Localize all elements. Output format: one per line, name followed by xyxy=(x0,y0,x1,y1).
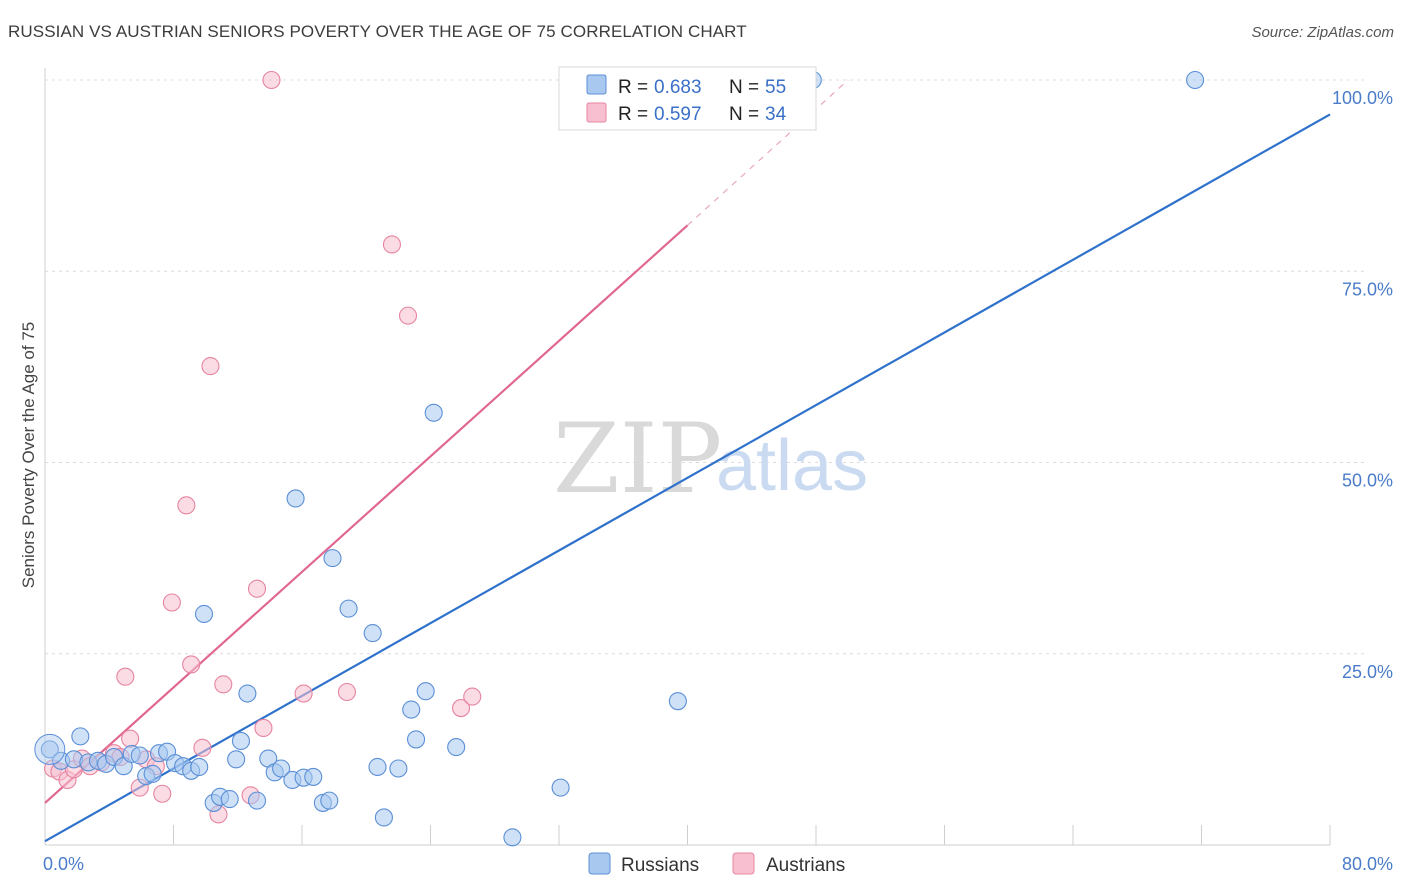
austrians-point xyxy=(201,357,220,376)
russians-point xyxy=(374,808,393,827)
russians-point xyxy=(389,759,408,778)
austrians-point xyxy=(182,655,201,674)
austrians-point xyxy=(451,699,471,718)
russians-point xyxy=(272,759,291,778)
legend-n-label-russians: N = xyxy=(729,77,759,98)
austrians-trend-extension xyxy=(687,79,849,226)
bottom-legend-swatch-austrians xyxy=(732,852,755,875)
legend-box: R = 0.683 N = 55 R = 0.597 N = 34 xyxy=(558,66,817,131)
gridlines xyxy=(45,79,1366,655)
tick-labels: 25.0% 50.0% 75.0% 100.0% 0.0% 80.0% xyxy=(43,88,1393,874)
source-label: Source: ZipAtlas.com xyxy=(1251,24,1394,41)
russians-point xyxy=(286,489,305,508)
legend-r-label-russians: R = xyxy=(618,77,648,98)
bottom-legend-label-austrians: Austrians xyxy=(766,855,845,876)
russians-point xyxy=(402,700,421,719)
russians-point xyxy=(71,727,90,746)
russians-point xyxy=(231,731,251,751)
russians-point xyxy=(406,730,426,749)
austrians-point xyxy=(177,496,196,515)
legend-r-value-russians: 0.683 xyxy=(654,77,702,98)
y-tick-label: 75.0% xyxy=(1342,279,1393,299)
russians-point xyxy=(220,790,239,809)
chart-title: RUSSIAN VS AUSTRIAN SENIORS POVERTY OVER… xyxy=(8,22,747,41)
austrians-point xyxy=(382,235,402,254)
austrians-point xyxy=(247,579,267,598)
bottom-legend: Russians Austrians xyxy=(588,852,845,876)
legend-n-value-austrians: 34 xyxy=(765,104,787,125)
legend-r-value-austrians: 0.597 xyxy=(654,104,702,125)
legend-n-value-russians: 55 xyxy=(765,77,786,98)
russians-point xyxy=(323,549,342,568)
russians-point xyxy=(447,738,466,757)
bottom-legend-label-russians: Russians xyxy=(621,855,699,876)
legend-swatch-austrians xyxy=(586,102,607,123)
x-tick-label-min: 0.0% xyxy=(43,854,84,874)
watermark-zip: ZIP xyxy=(553,403,722,515)
russians-point xyxy=(416,682,435,701)
austrians-point xyxy=(214,675,233,694)
russians-point xyxy=(1186,70,1205,90)
russians-point xyxy=(143,764,162,783)
austrians-point xyxy=(193,738,212,757)
austrians-trend-line xyxy=(44,224,689,804)
russians-point xyxy=(304,767,323,786)
russians-point xyxy=(320,791,339,810)
austrians-point xyxy=(337,682,357,702)
y-tick-label: 100.0% xyxy=(1332,88,1393,108)
russians-point xyxy=(363,624,382,643)
data-points xyxy=(34,70,1205,847)
legend-swatch-russians xyxy=(586,74,607,95)
austrians-point xyxy=(162,593,181,612)
bottom-legend-swatch-russians xyxy=(588,852,611,875)
russians-point xyxy=(227,750,246,769)
austrians-point xyxy=(153,784,172,803)
axes xyxy=(44,68,1331,846)
russians-point xyxy=(368,757,387,777)
russians-point xyxy=(424,403,443,422)
legend-n-label-austrians: N = xyxy=(729,104,759,125)
russians-point xyxy=(130,746,149,765)
russians-cluster-point xyxy=(34,733,66,765)
austrians-point xyxy=(463,687,482,706)
austrians-point xyxy=(262,70,281,90)
austrians-point xyxy=(254,718,273,738)
austrians-point xyxy=(116,667,135,686)
russians-point xyxy=(668,692,687,711)
austrians-point xyxy=(398,306,418,325)
russians-point xyxy=(194,604,214,624)
y-tick-label: 50.0% xyxy=(1342,471,1393,491)
austrians-point xyxy=(121,729,140,748)
legend-r-label-austrians: R = xyxy=(618,104,648,125)
y-tick-label: 25.0% xyxy=(1342,662,1393,682)
russians-point xyxy=(551,778,570,797)
russians-point xyxy=(40,740,59,759)
russians-point xyxy=(503,828,522,847)
russians-point xyxy=(238,684,257,703)
x-tick-label-max: 80.0% xyxy=(1342,854,1393,874)
austrians-point xyxy=(294,684,313,703)
watermark: ZIP atlas xyxy=(553,403,868,515)
russians-point xyxy=(339,599,358,618)
russians-point xyxy=(247,791,267,810)
russians-trend-line xyxy=(44,113,1331,843)
watermark-atlas: atlas xyxy=(716,426,868,506)
y-axis-title: Seniors Poverty Over the Age of 75 xyxy=(19,322,38,588)
russians-point xyxy=(190,757,209,777)
